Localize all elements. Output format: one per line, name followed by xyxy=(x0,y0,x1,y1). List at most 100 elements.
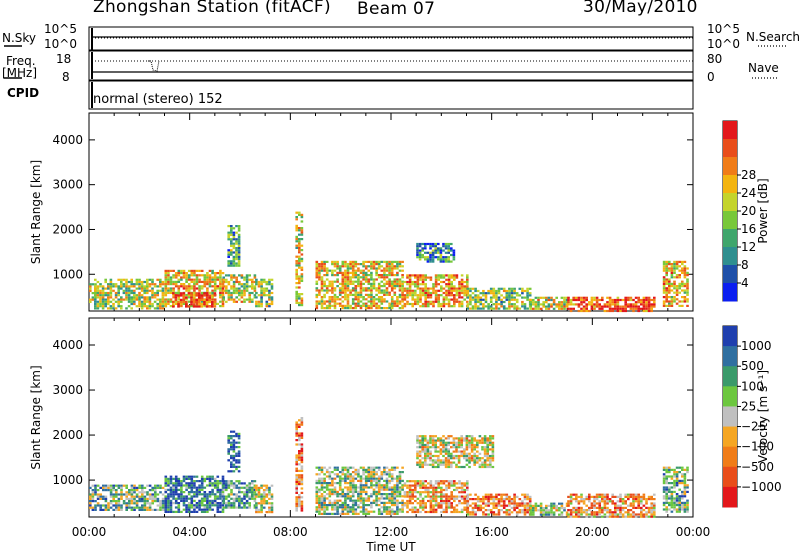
velocity-cell xyxy=(331,488,334,491)
velocity-cell xyxy=(180,484,183,487)
velocity-cell xyxy=(164,488,168,491)
power-cell xyxy=(300,266,304,269)
velocity-cell xyxy=(442,488,446,492)
power-cell xyxy=(421,289,425,292)
power-cell xyxy=(437,258,440,261)
power-cell xyxy=(521,305,524,308)
power-cell xyxy=(450,274,453,277)
velocity-cell xyxy=(552,513,556,516)
velocity-cell xyxy=(130,497,134,500)
velocity-cell xyxy=(606,495,609,498)
velocity-cell xyxy=(331,482,334,485)
velocity-cell xyxy=(370,475,373,478)
velocity-cell xyxy=(102,504,105,507)
velocity-cell xyxy=(232,448,236,451)
power-cell xyxy=(629,296,633,299)
velocity-cell xyxy=(577,502,581,505)
power-cell xyxy=(172,296,175,299)
velocity-cell xyxy=(537,509,540,512)
velocity-cell xyxy=(238,482,241,485)
power-cell xyxy=(452,256,456,259)
velocity-cell xyxy=(120,484,123,487)
velocity-cell xyxy=(195,506,199,509)
power-cell xyxy=(632,305,635,308)
velocity-cell xyxy=(497,504,501,507)
velocity-cell xyxy=(265,502,269,505)
power-cell xyxy=(545,296,548,299)
power-cell xyxy=(130,300,133,303)
velocity-cell xyxy=(364,510,368,513)
power-cell xyxy=(513,307,516,310)
power-cell xyxy=(164,278,168,281)
power-cell xyxy=(611,309,614,313)
power-cell xyxy=(683,285,687,288)
velocity-cell xyxy=(457,441,461,444)
velocity-cell xyxy=(370,473,373,476)
velocity-cell xyxy=(331,504,334,507)
velocity-cell xyxy=(295,502,298,505)
velocity-cell xyxy=(572,511,575,514)
velocity-cell xyxy=(177,508,181,511)
velocity-cell xyxy=(416,441,419,444)
power-cell xyxy=(151,280,154,284)
velocity-cell xyxy=(526,509,529,512)
power-cell xyxy=(552,298,556,302)
power-cell xyxy=(510,292,514,295)
power-cell xyxy=(453,285,456,288)
velocity-cell xyxy=(235,480,238,483)
velocity-cell xyxy=(200,480,204,483)
power-cell xyxy=(298,246,301,249)
velocity-cell xyxy=(481,439,484,442)
velocity-cell xyxy=(427,488,430,492)
velocity-cell xyxy=(421,508,425,511)
velocity-cell xyxy=(230,448,233,451)
velocity-cell xyxy=(206,475,209,478)
velocity-cell xyxy=(481,463,484,466)
velocity-cell xyxy=(447,502,451,505)
power-cell xyxy=(495,296,498,299)
velocity-cell xyxy=(455,443,458,447)
velocity-cell xyxy=(338,479,342,482)
velocity-cell xyxy=(125,502,128,505)
velocity-cell xyxy=(298,456,301,459)
power-cell xyxy=(89,300,92,303)
power-cell xyxy=(104,280,107,284)
power-cell xyxy=(101,285,105,288)
velocity-cell xyxy=(401,508,404,511)
power-cell xyxy=(208,285,212,288)
power-cell xyxy=(445,302,448,306)
velocity-cell xyxy=(344,482,347,485)
velocity-cell xyxy=(497,500,501,503)
power-cell xyxy=(96,302,100,306)
velocity-cell xyxy=(156,486,160,489)
power-cell xyxy=(505,294,509,297)
velocity-cell xyxy=(203,480,207,483)
velocity-cell xyxy=(208,508,212,511)
velocity-cell xyxy=(429,463,432,466)
velocity-cell xyxy=(225,484,228,487)
velocity-cell xyxy=(295,425,298,428)
velocity-cell xyxy=(460,435,463,438)
power-cell xyxy=(515,305,519,308)
power-cell xyxy=(447,258,450,261)
power-cell xyxy=(318,278,321,281)
power-cell xyxy=(140,294,144,297)
velocity-cell xyxy=(257,495,261,498)
power-cell xyxy=(634,301,638,304)
velocity-cell xyxy=(91,506,95,509)
power-cell xyxy=(678,274,681,277)
power-cell xyxy=(426,260,430,263)
power-cell xyxy=(262,289,266,292)
power-cell xyxy=(174,272,178,275)
velocity-cell xyxy=(375,501,378,504)
velocity-cell xyxy=(364,486,368,489)
power-cell xyxy=(320,302,324,305)
velocity-cell xyxy=(203,508,207,511)
power-cell xyxy=(560,305,564,308)
power-cell xyxy=(180,269,183,272)
velocity-cell xyxy=(569,513,573,516)
velocity-cell xyxy=(318,468,321,471)
velocity-cell xyxy=(206,495,209,498)
velocity-cell xyxy=(437,454,440,458)
velocity-cell xyxy=(230,461,233,464)
